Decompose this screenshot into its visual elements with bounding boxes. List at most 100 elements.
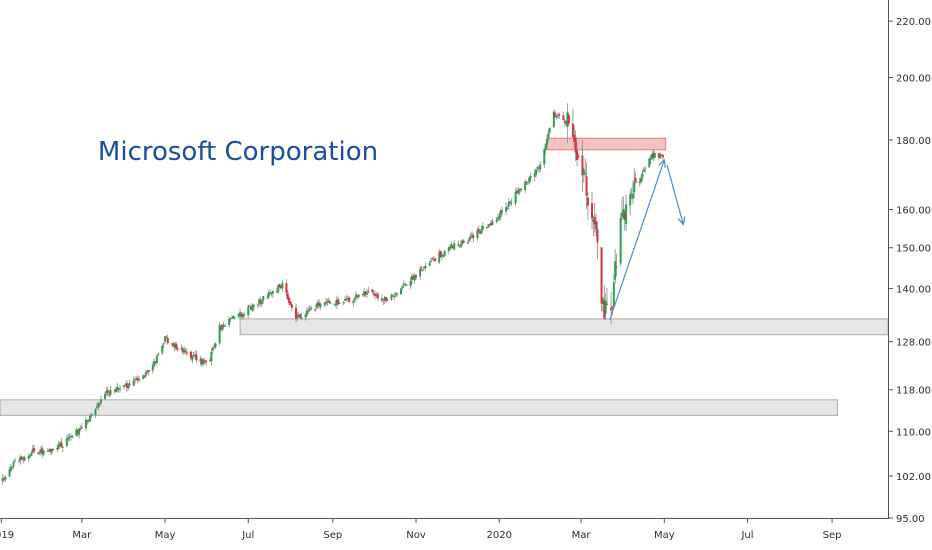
candle <box>376 291 379 301</box>
candle <box>203 358 206 365</box>
candle <box>202 357 205 366</box>
candle <box>548 127 551 136</box>
candle <box>146 369 149 374</box>
candle <box>189 350 192 361</box>
candle <box>232 315 235 320</box>
candle <box>556 112 559 120</box>
candle <box>421 269 424 272</box>
candle <box>518 188 521 196</box>
candle <box>390 293 393 302</box>
candle <box>476 227 479 242</box>
candle <box>495 217 498 224</box>
candle <box>539 161 542 173</box>
candle <box>221 323 224 333</box>
candle <box>38 449 41 456</box>
candle <box>27 453 30 463</box>
candle <box>525 180 528 186</box>
candle <box>558 112 561 120</box>
candle <box>233 316 236 321</box>
x-tick-label: Sep <box>323 530 342 541</box>
candle <box>243 312 246 318</box>
candle <box>153 358 156 368</box>
candle <box>48 448 51 452</box>
arrow-up-projection <box>609 158 666 320</box>
candle <box>125 379 128 392</box>
candle <box>574 130 577 162</box>
candle <box>310 305 313 312</box>
x-tick-label: 2020 <box>487 530 512 541</box>
candle <box>195 350 198 363</box>
candle <box>218 321 221 346</box>
candle <box>99 395 102 407</box>
candle <box>256 303 259 309</box>
candle <box>487 224 490 229</box>
candle <box>304 313 307 321</box>
candle <box>170 343 173 346</box>
candle <box>365 289 368 299</box>
candle <box>641 169 644 182</box>
candle <box>469 232 472 240</box>
candle <box>289 300 292 306</box>
candle <box>528 175 531 185</box>
candle <box>547 129 550 142</box>
candle <box>524 179 527 194</box>
y-tick-label: 150.00 <box>896 244 931 255</box>
candle <box>135 376 138 381</box>
x-tick-label: Jul <box>740 530 753 541</box>
candle <box>31 444 34 454</box>
candle <box>413 272 416 284</box>
candle <box>185 348 188 356</box>
candle <box>514 188 517 207</box>
candle <box>660 154 663 157</box>
candle <box>86 419 89 425</box>
candle <box>14 457 17 462</box>
candle <box>356 294 359 300</box>
candle <box>142 374 145 380</box>
candle <box>505 202 508 215</box>
candle <box>453 240 456 251</box>
candle <box>222 321 225 330</box>
candle <box>269 289 272 296</box>
candle <box>544 143 547 155</box>
y-tick-label: 110.00 <box>896 427 931 438</box>
candle <box>12 459 15 470</box>
candle <box>630 187 633 200</box>
support-zone-upper <box>239 318 889 336</box>
candle <box>164 336 167 344</box>
arrow-layer <box>609 158 686 320</box>
candle <box>105 387 108 396</box>
candle <box>157 351 160 356</box>
candle <box>162 342 165 349</box>
candle <box>640 174 643 185</box>
candle <box>174 341 177 351</box>
candle <box>395 292 398 298</box>
candle <box>42 449 45 457</box>
candle <box>90 412 93 418</box>
candle <box>652 148 655 162</box>
candle <box>346 295 349 302</box>
candle <box>33 444 36 454</box>
candle <box>65 434 68 448</box>
candle <box>419 265 422 281</box>
candle <box>438 248 441 265</box>
candle <box>295 303 297 323</box>
candle <box>526 181 529 186</box>
candle <box>634 172 637 184</box>
candle <box>552 109 555 129</box>
candle <box>480 225 483 235</box>
candle <box>659 151 662 159</box>
candle <box>582 167 585 183</box>
candle <box>23 455 26 462</box>
candle <box>211 346 214 354</box>
candle <box>258 297 261 308</box>
candle <box>357 293 360 299</box>
candle <box>68 433 71 442</box>
candle <box>326 298 329 306</box>
candle <box>210 348 213 365</box>
candle <box>450 240 453 249</box>
candle <box>434 257 437 262</box>
candle <box>554 110 557 118</box>
candle <box>281 279 284 292</box>
candle <box>409 277 412 290</box>
